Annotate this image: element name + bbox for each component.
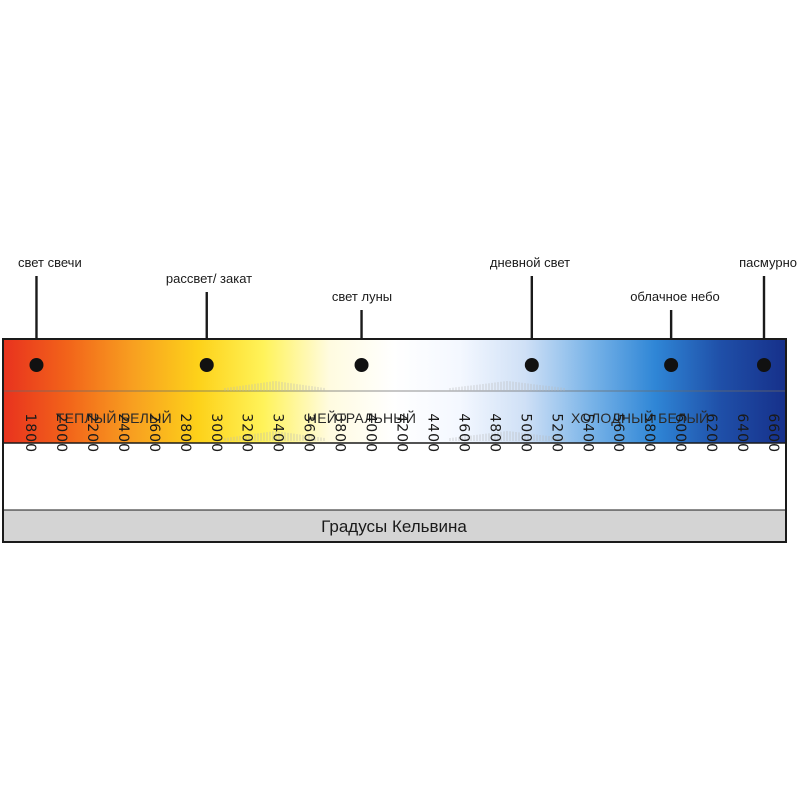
kelvin-tick-label: 4000 [363,413,379,453]
kelvin-tick-label: 5000 [517,413,533,453]
kelvin-tick-label: 2000 [53,413,69,453]
axis-title-band [3,510,786,542]
kelvin-tick-label: 4600 [455,413,471,453]
marker-dot [29,358,44,372]
kelvin-tick-label: 3400 [270,413,286,453]
kelvin-tick-label: 2600 [146,413,162,453]
kelvin-tick-label: 4400 [424,413,440,453]
kelvin-tick-label: 4800 [486,413,502,453]
kelvin-tick-label: 5400 [579,413,595,453]
marker-dots [29,358,771,372]
marker-label: дневной свет [490,255,570,270]
marker-dot [199,358,214,372]
kelvin-tick-label: 3800 [332,413,348,453]
marker-dot [524,358,539,372]
gradient-hatch-marks [224,381,565,441]
band-label: ХОЛОДНЫЙ БЕЛЫЙ [571,409,709,426]
marker-label: рассвет/ закат [166,271,252,286]
marker-label: пасмурно [739,255,797,270]
temperature-bands: ТЕПЛЫЙ БЕЛЫЙ НЕЙТРАЛЬНЫЙ ХОЛОДНЫЙ БЕЛЫЙ [56,409,709,426]
kelvin-tick-label: 6000 [672,413,688,453]
marker-label: свет свечи [18,255,82,270]
axis-title: Градусы Кельвина [321,517,467,536]
kelvin-tick-label: 5600 [610,413,626,453]
marker-label: свет луны [332,289,392,304]
kelvin-tick-label: 5200 [548,413,564,453]
marker-dot [757,358,771,372]
kelvin-tick-panel [3,443,786,510]
kelvin-tick-label: 4200 [394,413,410,453]
kelvin-tick-label: 1800 [22,413,38,453]
marker-label: облачное небо [630,289,720,304]
kelvin-tick-label: 2400 [115,413,131,453]
kelvin-tick-label: 3600 [301,413,317,453]
kelvin-tick-label: 2200 [84,413,100,453]
marker-dot [664,358,679,372]
kelvin-tick-label: 5800 [641,413,657,453]
kelvin-tick-label: 6400 [734,413,750,453]
marker-dot [354,358,369,372]
band-label: ТЕПЛЫЙ БЕЛЫЙ [56,409,172,426]
kelvin-tick-label: 6200 [703,413,719,453]
kelvin-tick-label: 2800 [177,413,193,453]
kelvin-tick-label: 6600 [765,413,781,453]
kelvin-tick-label: 3200 [239,413,255,453]
kelvin-tick-label: 3000 [208,413,224,453]
band-label: НЕЙТРАЛЬНЫЙ [307,409,416,426]
diagram-frame [2,338,787,543]
